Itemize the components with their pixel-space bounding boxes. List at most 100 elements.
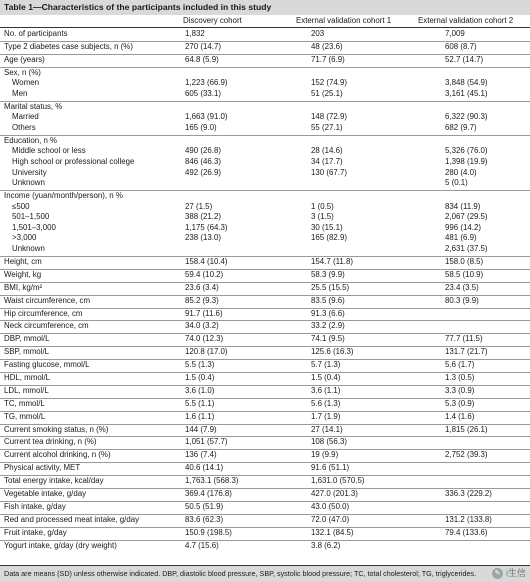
row-label: Men <box>12 88 28 98</box>
validation-2-value: 5.6 (1.7) <box>445 360 475 370</box>
row-label: Fasting glucose, mmol/L <box>4 360 90 370</box>
table-row: Type 2 diabetes case subjects, n (%) 270 … <box>0 40 530 53</box>
row-label: Total energy intake, kcal/day <box>4 476 104 486</box>
validation-2-value: 77.7 (11.5) <box>445 334 483 344</box>
row-label: Neck circumference, cm <box>4 321 89 331</box>
table-footnote: Data are means (SD) unless otherwise ind… <box>0 565 530 582</box>
row-label: Unknown <box>12 178 45 188</box>
row-group: Income (yuan/month/person), n % ≤500 27 (1… <box>0 190 530 255</box>
row-group: HDL, mmol/L 1.5 (0.4) 1.5 (0.4) 1.3 (0.5) <box>0 371 530 384</box>
table-row: Current smoking status, n (%) 144 (7.9) 27… <box>0 423 530 436</box>
row-label: Women <box>12 78 40 88</box>
validation-1-value: 5.6 (1.3) <box>311 398 341 408</box>
table-header: Discovery cohort External validation coh… <box>0 15 530 28</box>
row-label: Type 2 diabetes case subjects, n (%) <box>4 41 133 51</box>
validation-2-value: 7,009 <box>445 29 465 38</box>
row-group: Education, n % Middle school or less 490 (… <box>0 134 530 189</box>
row-label: High school or professional college <box>12 157 135 167</box>
validation-2-value: 1.3 (0.5) <box>445 372 475 382</box>
discovery-value: 27 (1.5) <box>185 201 213 211</box>
discovery-value: 91.7 (11.6) <box>185 308 223 318</box>
row-label: TG, mmol/L <box>4 411 46 421</box>
row-label: Yogurt intake, g/day (dry weight) <box>4 540 117 550</box>
discovery-value: 388 (21.2) <box>185 212 221 222</box>
row-label: SBP, mmol/L <box>4 347 50 357</box>
row-label: BMI, kg/m² <box>4 282 43 292</box>
validation-2-value: 5,326 (76.0) <box>445 146 488 156</box>
validation-2-value: 996 (14.2) <box>445 222 481 232</box>
row-label: 1,501–3,000 <box>12 222 56 232</box>
column-header-validation-2: External validation cohort 2 <box>418 16 514 25</box>
table-row: Red and processed meat intake, g/day 83.6… <box>0 513 530 526</box>
validation-1-value: 1.7 (1.9) <box>311 411 341 421</box>
table-row: Yogurt intake, g/day (dry weight) 4.7 (15… <box>0 539 530 552</box>
row-group: Fasting glucose, mmol/L 5.5 (1.3) 5.7 (1.3… <box>0 359 530 371</box>
table-row: Age (years) 64.8 (5.9) 71.7 (6.9) 52.7 (14.… <box>0 53 530 66</box>
watermark-text: i生信 <box>506 568 526 578</box>
validation-1-value: 1.5 (0.4) <box>311 372 341 382</box>
row-group: SBP, mmol/L 120.8 (17.0) 125.6 (16.3) 131.7… <box>0 346 530 358</box>
row-label: HDL, mmol/L <box>4 372 51 382</box>
discovery-value: 1,051 (57.7) <box>185 437 228 447</box>
row-label: University <box>12 167 47 177</box>
discovery-value: 120.8 (17.0) <box>185 347 228 357</box>
row-label: Fruit intake, g/day <box>4 527 67 537</box>
table-row: Men 605 (33.1) 51 (25.1) 3,161 (45.1) <box>0 89 530 100</box>
table-row: TC, mmol/L 5.5 (1.1) 5.6 (1.3) 5.3 (0.9) <box>0 397 530 410</box>
validation-2-value: 1,815 (26.1) <box>445 424 488 434</box>
validation-1-value: 51 (25.1) <box>311 88 343 98</box>
validation-1-value: 19 (9.9) <box>311 450 339 460</box>
row-group: Total energy intake, kcal/day 1,763.1 (56… <box>0 475 530 487</box>
validation-1-value: 91.6 (51.1) <box>311 463 350 473</box>
column-header-discovery: Discovery cohort <box>183 16 242 25</box>
validation-1-value: 43.0 (50.0) <box>311 501 350 511</box>
row-label: Fish intake, g/day <box>4 501 66 511</box>
row-group: Type 2 diabetes case subjects, n (%) 270 … <box>0 40 530 53</box>
validation-1-value: 130 (67.7) <box>311 167 347 177</box>
row-group: Weight, kg 59.4 (10.2) 58.3 (9.9) 58.5 (10.… <box>0 268 530 281</box>
discovery-value: 23.6 (3.4) <box>185 282 219 292</box>
validation-1-value: 3.6 (1.1) <box>311 385 341 395</box>
table-row: Sex, n (%) <box>0 66 530 79</box>
validation-1-value: 152 (74.9) <box>311 78 347 88</box>
discovery-value: 74.0 (12.3) <box>185 334 224 344</box>
row-label: Middle school or less <box>12 146 86 156</box>
row-group: BMI, kg/m² 23.6 (3.4) 25.5 (15.5) 23.4 (3.5… <box>0 281 530 294</box>
discovery-value: 1.6 (1.1) <box>185 411 215 421</box>
validation-2-value: 2,752 (39.3) <box>445 450 488 460</box>
table-body: No. of participants 1,832 203 7,009 Type 2 d… <box>0 29 530 551</box>
discovery-value: 83.6 (62.3) <box>185 514 224 524</box>
table-row: Women 1,223 (66.9) 152 (74.9) 3,848 (54.9) <box>0 78 530 89</box>
row-label: Married <box>12 112 39 122</box>
table-row: No. of participants 1,832 203 7,009 <box>0 29 530 40</box>
validation-1-value: 30 (15.1) <box>311 222 343 232</box>
discovery-value: 5.5 (1.1) <box>185 398 215 408</box>
row-group: TG, mmol/L 1.6 (1.1) 1.7 (1.9) 1.4 (1.6) <box>0 410 530 423</box>
table-row: Current alcohol drinking, n (%) 136 (7.4)… <box>0 449 530 461</box>
validation-1-value: 27 (14.1) <box>311 424 343 434</box>
validation-2-value: 5.3 (0.9) <box>445 398 475 408</box>
row-label: Current alcohol drinking, n (%) <box>4 450 111 460</box>
validation-2-value: 3.3 (0.9) <box>445 385 475 395</box>
table-row: Current tea drinking, n (%) 1,051 (57.7) 1… <box>0 436 530 448</box>
row-group: Physical activity, MET 40.6 (14.1) 91.6 (5… <box>0 462 530 474</box>
row-label: Physical activity, MET <box>4 463 81 473</box>
validation-2-value: 3,161 (45.1) <box>445 88 488 98</box>
validation-1-value: 83.5 (9.6) <box>311 295 345 305</box>
watermark: ✎ i生信 <box>492 567 526 580</box>
table-row: Income (yuan/month/person), n % <box>0 190 530 202</box>
row-label: Waist circumference, cm <box>4 295 91 305</box>
table-row: Physical activity, MET 40.6 (14.1) 91.6 (5… <box>0 462 530 474</box>
validation-1-value: 34 (17.7) <box>311 157 343 167</box>
row-group: DBP, mmol/L 74.0 (12.3) 74.1 (9.5) 77.7 (11… <box>0 333 530 345</box>
table-row: University 492 (26.9) 130 (67.7) 280 (4.0) <box>0 168 530 179</box>
table-row: Middle school or less 490 (26.8) 28 (14.6)… <box>0 146 530 157</box>
validation-1-value: 427.0 (201.3) <box>311 488 358 498</box>
row-group: Yogurt intake, g/day (dry weight) 4.7 (15… <box>0 539 530 552</box>
discovery-value: 490 (26.8) <box>185 146 221 156</box>
discovery-value: 158.4 (10.4) <box>185 256 228 266</box>
table-row: LDL, mmol/L 3.6 (1.0) 3.6 (1.1) 3.3 (0.9) <box>0 384 530 397</box>
validation-2-value: 6,322 (90.3) <box>445 112 488 122</box>
table-row: Vegetable intake, g/day 369.4 (176.8) 427.… <box>0 487 530 500</box>
table-row: Neck circumference, cm 34.0 (3.2) 33.2 (2.… <box>0 320 530 332</box>
